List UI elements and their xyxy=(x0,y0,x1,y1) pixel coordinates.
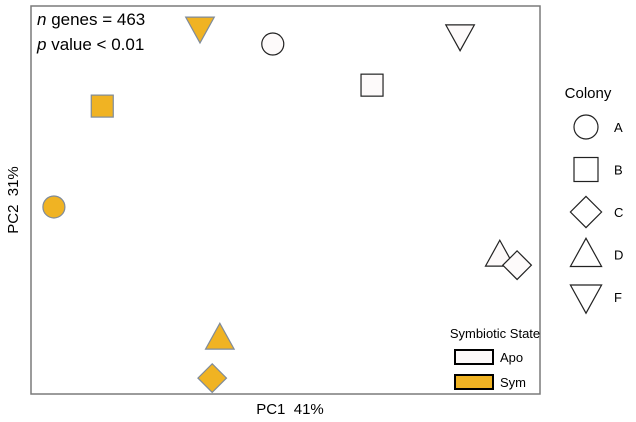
legend-circle-icon xyxy=(573,114,599,140)
state-legend-label: Apo xyxy=(500,350,523,365)
plot-frame xyxy=(30,5,541,395)
legend-swatch-sym xyxy=(454,374,494,390)
state-legend: Apo Sym xyxy=(454,349,526,390)
data-point-apo-c xyxy=(501,250,533,281)
colony-legend-label: A xyxy=(614,120,623,135)
colony-legend-title: Colony xyxy=(565,85,612,102)
annotation-n-genes: n genes = 463 xyxy=(37,10,145,29)
legend-triangle-up-icon xyxy=(569,237,603,268)
legend-square-icon xyxy=(573,156,599,183)
colony-legend-label: D xyxy=(614,248,623,263)
data-point-apo-f xyxy=(444,24,476,52)
colony-legend: A B C D F xyxy=(569,114,623,315)
legend-swatch-apo xyxy=(454,349,494,365)
colony-legend-label: C xyxy=(614,205,623,220)
colony-legend-label: B xyxy=(614,163,623,178)
points-layer xyxy=(42,16,533,394)
data-point-apo-d xyxy=(484,239,516,267)
y-axis-label: PC2 31% xyxy=(5,166,22,234)
data-point-apo-b xyxy=(360,73,384,97)
colony-legend-label: F xyxy=(614,290,622,305)
data-point-sym-c xyxy=(197,362,228,394)
state-legend-title: Symbiotic State xyxy=(450,326,540,341)
data-point-sym-f xyxy=(184,16,216,45)
data-point-sym-d xyxy=(204,322,236,350)
state-legend-label: Sym xyxy=(500,375,526,390)
legend-triangle-down-icon xyxy=(569,284,603,315)
data-point-apo-a xyxy=(261,32,285,56)
annotation-p-value: p value < 0.01 xyxy=(36,35,144,54)
data-point-sym-b xyxy=(90,94,114,118)
legend-diamond-icon xyxy=(569,195,603,229)
x-axis-label: PC1 41% xyxy=(256,401,324,418)
data-point-sym-a xyxy=(42,195,66,219)
